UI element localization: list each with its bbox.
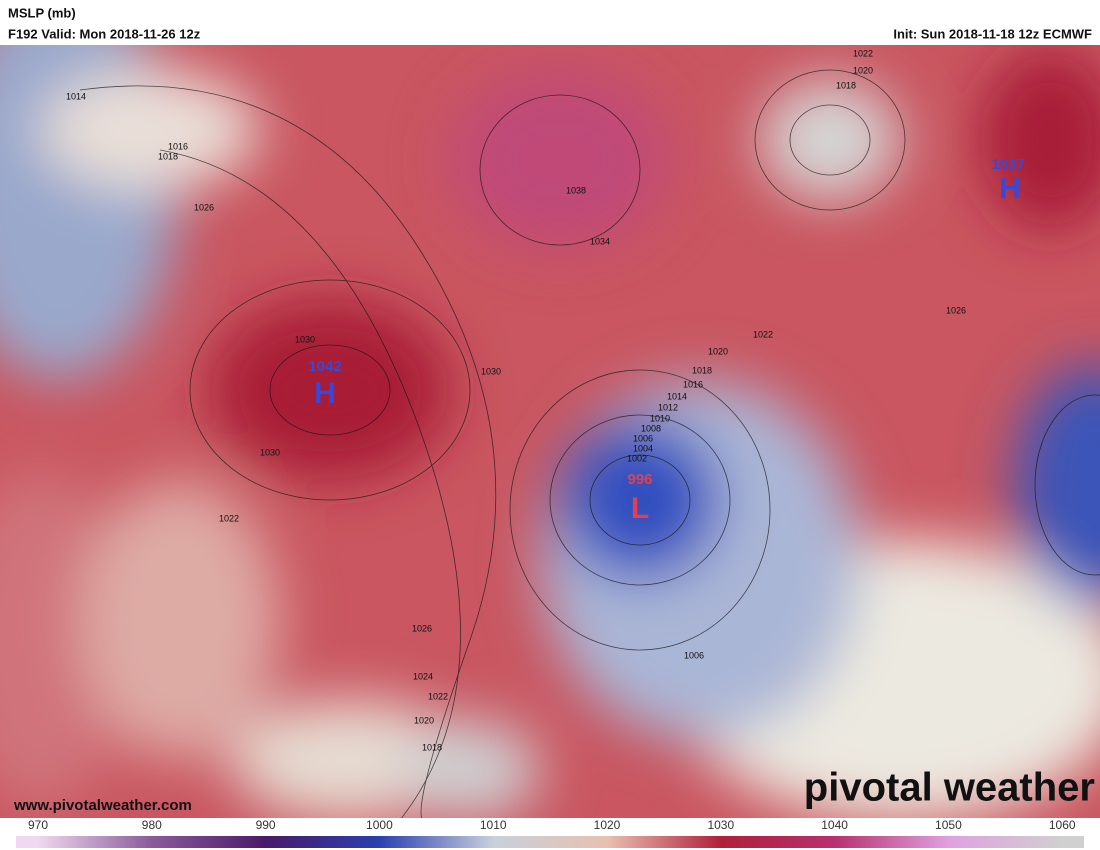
- map-title: MSLP (mb): [8, 5, 76, 20]
- colorbar-label: 1020: [594, 818, 621, 832]
- colorbar-label: 1060: [1049, 818, 1076, 832]
- contour-label: 1006: [684, 650, 704, 660]
- contour-label: 1014: [667, 391, 687, 401]
- colorbar-cell: [948, 836, 1063, 848]
- contour-label: 1018: [836, 80, 856, 90]
- colorbar-label: 1000: [366, 818, 393, 832]
- colorbar-label: 970: [28, 818, 48, 832]
- contour-label: 1026: [946, 305, 966, 315]
- contour-label: 1014: [66, 91, 86, 101]
- valid-time: F192 Valid: Mon 2018-11-26 12z: [8, 26, 201, 41]
- colorbar-label: 990: [256, 818, 276, 832]
- colorbar-cell: [38, 836, 153, 848]
- contour-label: 1010: [650, 413, 670, 423]
- colorbar-cell: [493, 836, 608, 848]
- contour-label: 1018: [422, 742, 442, 752]
- contour-label: 1020: [708, 346, 728, 356]
- contour-label: 1022: [428, 691, 448, 701]
- logo: pivotal weather: [804, 766, 1095, 810]
- colorbar-cell: [151, 836, 267, 848]
- colorbar-cell: [834, 836, 949, 848]
- contour-label: 1012: [658, 402, 678, 412]
- colorbar-cell: [720, 836, 836, 848]
- init-time: Init: Sun 2018-11-18 12z ECMWF: [893, 26, 1092, 41]
- contour-label: 1034: [590, 236, 610, 246]
- colorbar-label: 1010: [480, 818, 507, 832]
- colorbar-label: 1030: [707, 818, 734, 832]
- colorbar-cell: [379, 836, 494, 848]
- pressure-value: 1037: [991, 156, 1024, 173]
- watermark: www.pivotalweather.com: [13, 797, 192, 814]
- contour-label: 1020: [853, 65, 873, 75]
- contour-label: 1004: [633, 443, 653, 453]
- colorbar-cell: [265, 836, 380, 848]
- contour-label: 1026: [412, 623, 432, 633]
- map-field: www.pivotalweather.com pivotal weather: [0, 45, 1100, 818]
- contour-label: 1002: [627, 453, 647, 463]
- pressure-symbol: H: [999, 172, 1021, 205]
- contour-label: 1022: [853, 48, 873, 58]
- contour-label: 1038: [566, 185, 586, 195]
- contour-label: 1030: [295, 334, 315, 344]
- colorbar-label: 980: [142, 818, 162, 832]
- pressure-symbol: L: [631, 492, 649, 525]
- contour-label: 1022: [219, 513, 239, 523]
- contour-label: 1018: [158, 151, 178, 161]
- colorbar-cell: [16, 836, 38, 848]
- contour-label: 1022: [753, 329, 773, 339]
- contour-label: 1016: [683, 379, 703, 389]
- contour-label: 1018: [692, 365, 712, 375]
- pressure-value: 996: [627, 471, 652, 488]
- pressure-symbol: H: [314, 377, 336, 410]
- colorbar-label: 1040: [821, 818, 848, 832]
- contour-label: 1030: [260, 447, 280, 457]
- contour-label: 1008: [641, 423, 661, 433]
- contour-label: 1016: [168, 141, 188, 151]
- colorbar-label: 1050: [935, 818, 962, 832]
- pressure-value: 1042: [308, 358, 341, 375]
- colorbar-cell: [1062, 836, 1084, 848]
- contour-label: 1024: [413, 671, 433, 681]
- contour-label: 1026: [194, 202, 214, 212]
- colorbar-cell: [607, 836, 722, 848]
- contour-label: 1020: [414, 715, 434, 725]
- contour-label: 1030: [481, 366, 501, 376]
- contour-label: 1006: [633, 433, 653, 443]
